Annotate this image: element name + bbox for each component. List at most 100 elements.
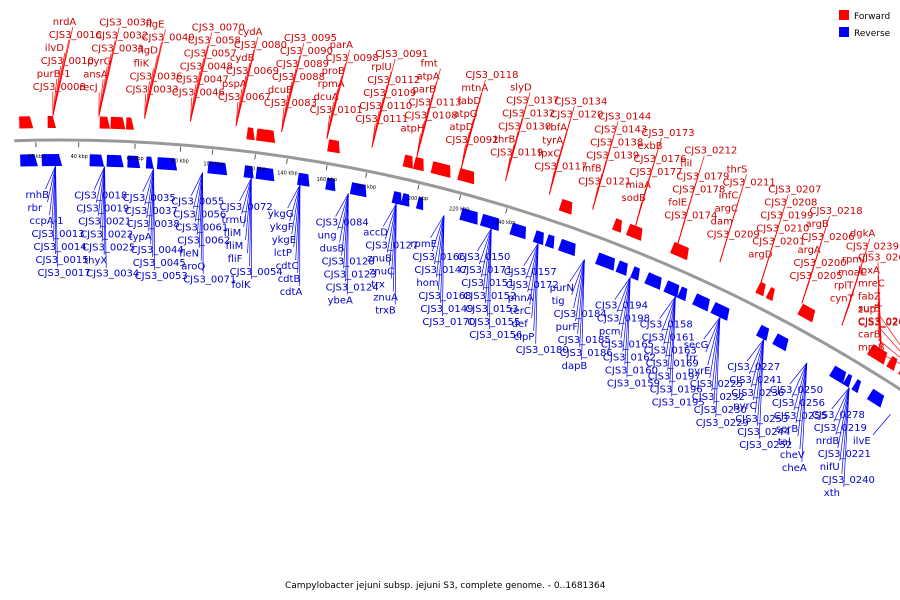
forward-gene-label[interactable]: tyrA	[542, 135, 563, 146]
reverse-gene-label[interactable]: CJS3_0054	[230, 267, 283, 278]
reverse-gene-label[interactable]: clpP	[514, 332, 535, 343]
forward-gene-label[interactable]: sodB	[622, 193, 647, 204]
forward-gene-label[interactable]: CJS3_0176	[634, 154, 687, 165]
reverse-gene-label[interactable]: trmU	[222, 215, 247, 226]
forward-gene-label[interactable]: CJS3_0144	[598, 112, 651, 123]
forward-gene-label[interactable]: cydB	[230, 53, 255, 64]
forward-gene-label[interactable]: CJS3_0092	[445, 135, 498, 146]
reverse-gene-label[interactable]: ykgE	[272, 235, 296, 246]
reverse-gene-label[interactable]: ykgG	[268, 209, 294, 220]
reverse-gene-label[interactable]: CJS3_0014	[34, 242, 87, 253]
forward-gene-label[interactable]: parB	[413, 85, 437, 96]
reverse-gene-label[interactable]: CJS3_0045	[133, 258, 186, 269]
forward-gene-label[interactable]: cydA	[238, 27, 263, 38]
forward-gene-label[interactable]: CJS3_0036	[130, 71, 183, 82]
reverse-gene-label[interactable]: CJS3_0163	[644, 346, 697, 357]
reverse-gene-label[interactable]: frr	[686, 353, 698, 364]
forward-gene-label[interactable]: rpmI	[842, 255, 865, 266]
forward-gene-label[interactable]: infB	[582, 164, 602, 175]
reverse-gene-label[interactable]: CJS3_0149	[420, 304, 473, 315]
forward-gene-label[interactable]: CJS3_0211	[723, 178, 776, 189]
forward-gene-label[interactable]: fabD	[457, 96, 481, 107]
forward-gene-label[interactable]: CJS3_0137	[506, 96, 559, 107]
forward-gene-label[interactable]: CJS3_0212	[684, 146, 737, 157]
reverse-gene-label[interactable]: znuC	[369, 267, 394, 278]
forward-gene-label[interactable]: slyD	[510, 83, 532, 94]
reverse-gene-label[interactable]: dusB	[320, 243, 345, 254]
reverse-gene-label[interactable]: terC	[510, 306, 531, 317]
forward-gene-label[interactable]: mtnA	[461, 83, 488, 94]
reverse-gene-label[interactable]: CJS3_0124	[326, 282, 379, 293]
forward-gene-label[interactable]: fliI	[680, 159, 692, 170]
reverse-gene-label[interactable]: fleN	[179, 249, 199, 260]
reverse-gene-label[interactable]: CJS3_0025	[82, 243, 135, 254]
reverse-gene-label[interactable]: CJS3_0227	[727, 362, 780, 373]
reverse-gene-label[interactable]: trxB	[375, 306, 396, 317]
reverse-gene-label[interactable]: phnA	[508, 293, 534, 304]
reverse-gene-label[interactable]: ung	[318, 230, 337, 241]
forward-gene-label[interactable]: CJS3_0173	[642, 128, 695, 139]
forward-gene-label[interactable]: CJS3_0083	[264, 98, 317, 109]
forward-gene-label[interactable]: CJS3_0206	[802, 232, 855, 243]
reverse-gene-label[interactable]: CJS3_0021	[78, 217, 131, 228]
reverse-gene-label[interactable]: rpmE	[410, 239, 437, 250]
reverse-gene-label[interactable]: CJS3_0229	[696, 418, 749, 429]
reverse-gene-label[interactable]: CJS3_0169	[646, 359, 699, 370]
forward-gene-label[interactable]: cynT	[830, 294, 855, 305]
forward-gene-label[interactable]: fliK	[134, 58, 150, 69]
forward-gene-label[interactable]: CJS3_0130	[498, 122, 551, 133]
forward-gene-label[interactable]: purB-1	[37, 69, 71, 80]
reverse-gene-label[interactable]: cheV	[780, 450, 805, 461]
forward-gene-label[interactable]: zupT	[858, 304, 883, 315]
forward-gene-label[interactable]: recJ	[79, 83, 98, 94]
forward-gene-label[interactable]: CJS3_0199	[760, 211, 813, 222]
forward-gene-label[interactable]: CJS3_0098	[326, 53, 379, 64]
forward-gene-label[interactable]: rplU	[371, 62, 392, 73]
reverse-gene-label[interactable]: cheA	[782, 463, 807, 474]
reverse-gene-label[interactable]: CJS3_0256	[772, 398, 825, 409]
reverse-gene-label[interactable]: typA	[129, 232, 152, 243]
reverse-gene-label[interactable]: nrdB	[816, 436, 840, 447]
reverse-gene-label[interactable]: lctP	[274, 248, 292, 259]
reverse-gene-label[interactable]: ilvE	[853, 436, 871, 447]
forward-gene-label[interactable]: CJS3_0174	[664, 211, 717, 222]
reverse-gene-label[interactable]: CJS3_0022	[80, 230, 133, 241]
reverse-gene-label[interactable]: def	[512, 319, 529, 330]
forward-gene-label[interactable]: ilvD	[45, 43, 64, 54]
forward-gene-label[interactable]: CJS3_0069	[226, 66, 279, 77]
forward-gene-label[interactable]: lpxA	[858, 265, 880, 276]
forward-gene-label[interactable]: CJS3_0208	[764, 198, 817, 209]
forward-gene-label[interactable]: parA	[330, 40, 354, 51]
reverse-gene-label[interactable]: pyrC	[733, 401, 756, 412]
reverse-gene-label[interactable]: CJS3_0156	[469, 330, 522, 341]
forward-gene-label[interactable]: CJS3_0178	[672, 185, 725, 196]
forward-gene-label[interactable]: CJS3_0080	[234, 40, 287, 51]
reverse-gene-label[interactable]: folK	[232, 280, 251, 291]
reverse-gene-label[interactable]: CJS3_0197	[648, 372, 701, 383]
reverse-gene-label[interactable]: serB	[776, 424, 798, 435]
forward-gene-label[interactable]: CJS3_0033	[126, 84, 179, 95]
forward-gene-label[interactable]: fmt	[421, 59, 438, 70]
reverse-gene-label[interactable]: ykgF	[270, 222, 294, 233]
forward-gene-label[interactable]: CJS3_0120	[550, 109, 603, 120]
forward-gene-label[interactable]: argD	[748, 250, 772, 261]
reverse-gene-label[interactable]: CJS3_0219	[814, 423, 867, 434]
forward-gene-label[interactable]: CJS3_0119	[490, 148, 543, 159]
reverse-gene-label[interactable]: cdtA	[280, 287, 303, 298]
forward-gene-label[interactable]: CJS3_0117	[534, 161, 587, 172]
reverse-gene-label[interactable]: dapB	[562, 361, 588, 372]
reverse-gene-label[interactable]: CJS3_0252	[739, 440, 792, 451]
forward-gene-label[interactable]: CJS3_0138	[590, 138, 643, 149]
forward-gene-label[interactable]: dcuB	[268, 85, 293, 96]
reverse-gene-label[interactable]: CJS3_0053	[135, 271, 188, 282]
forward-gene-label[interactable]: lpxC	[538, 148, 560, 159]
forward-gene-label[interactable]: CJS3_0134	[554, 96, 607, 107]
reverse-gene-label[interactable]: cdtB	[278, 274, 301, 285]
forward-gene-label[interactable]: CJS3_0032	[95, 31, 148, 42]
forward-gene-label[interactable]: CJS3_0031	[91, 44, 144, 55]
reverse-gene-label[interactable]: CJS3_0150	[457, 252, 510, 263]
forward-gene-label[interactable]: carB	[858, 329, 881, 340]
reverse-gene-label[interactable]: znuB	[367, 254, 392, 265]
reverse-gene-label[interactable]: CJS3_0158	[640, 320, 693, 331]
reverse-gene-label[interactable]: CJS3_0072	[220, 202, 273, 213]
